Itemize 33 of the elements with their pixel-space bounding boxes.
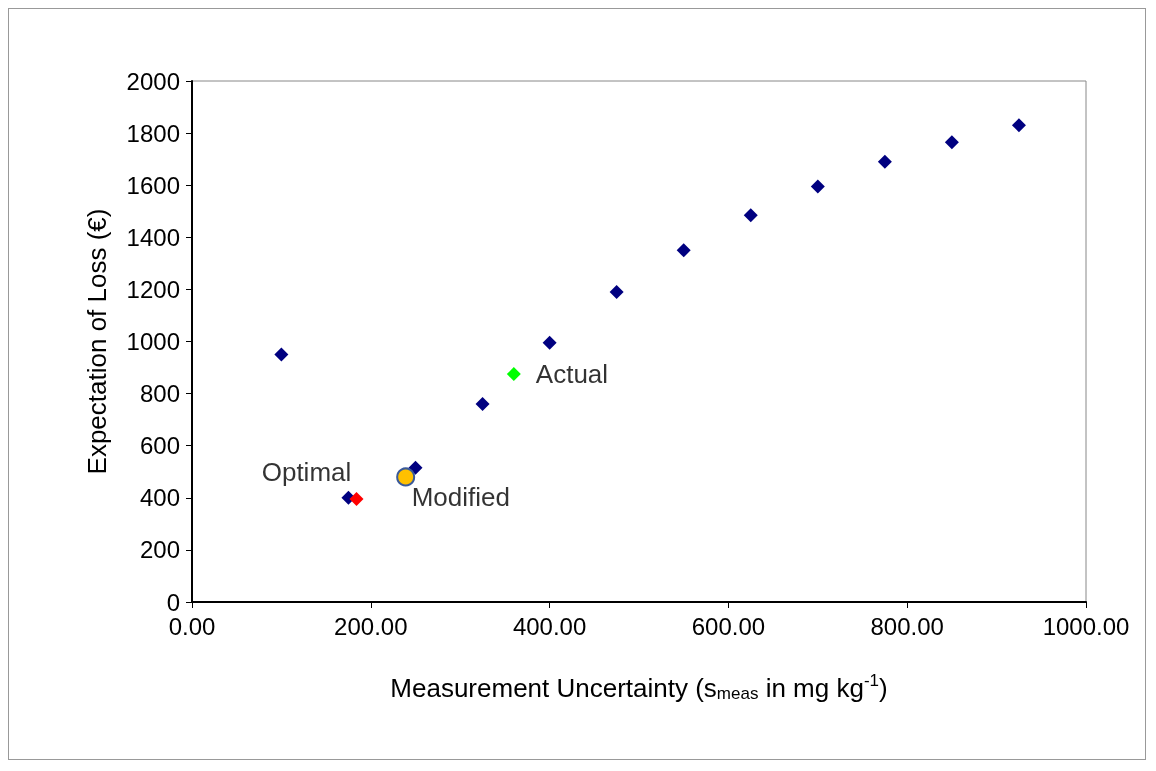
point — [475, 397, 490, 412]
y-axis-title: Expectation of Loss (€) — [82, 208, 112, 475]
point — [609, 285, 624, 300]
annotation: Optimal — [261, 457, 352, 488]
point — [396, 467, 416, 487]
y-tick-label: 1000 — [126, 328, 180, 355]
point — [944, 135, 959, 150]
point — [274, 347, 289, 362]
y-tick-label: 1600 — [126, 171, 180, 199]
point — [1011, 118, 1026, 133]
y-tick-label: 200 — [139, 536, 180, 564]
point — [676, 243, 691, 258]
point — [506, 367, 521, 382]
y-tick-label: 400 — [139, 484, 180, 512]
annotation: Actual — [535, 359, 609, 390]
point — [743, 208, 758, 223]
point — [810, 179, 825, 194]
point — [877, 154, 892, 169]
annotation: Modified — [411, 481, 510, 512]
x-tick-label: 800.00 — [870, 612, 944, 640]
y-tick-label: 2000 — [126, 67, 180, 95]
point — [542, 335, 557, 350]
point — [349, 492, 364, 507]
y-tick-label: 1200 — [126, 275, 180, 303]
x-tick-label: 600.00 — [691, 612, 766, 640]
y-tick-label: 600 — [139, 432, 180, 460]
x-tick-label: 200.00 — [334, 612, 408, 640]
y-tick-label: 1400 — [126, 223, 180, 251]
y-tick-label: 800 — [139, 380, 180, 408]
x-tick-label: 400.00 — [512, 612, 587, 640]
y-tick-label: 1800 — [126, 119, 180, 147]
x-tick-label: 1000.00 — [1042, 612, 1130, 640]
point — [408, 460, 423, 475]
